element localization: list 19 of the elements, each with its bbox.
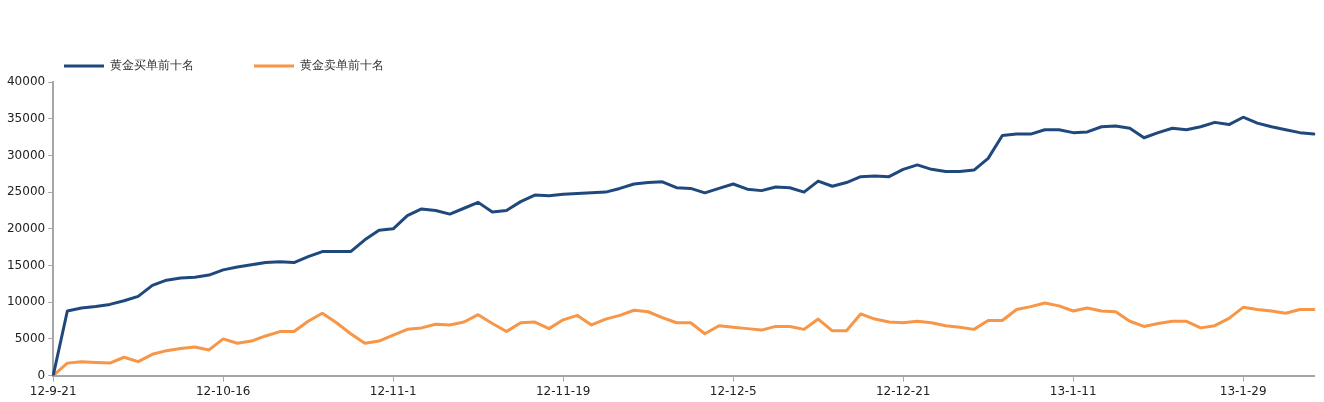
legend-label: 黄金卖单前十名: [300, 58, 384, 73]
y-tick-label: 0: [37, 367, 46, 382]
y-tick-label: 20000: [6, 220, 46, 235]
y-tick-label: 10000: [6, 294, 46, 309]
y-tick-label: 40000: [6, 74, 46, 89]
x-tick-label: 12-9-21: [29, 383, 77, 398]
x-tick-label: 12-10-16: [195, 383, 251, 398]
y-tick-label: 35000: [6, 110, 46, 125]
x-tick-label: 13-1-29: [1219, 383, 1267, 398]
y-tick-label: 5000: [14, 331, 46, 346]
x-tick-label: 12-12-5: [709, 383, 757, 398]
x-tick-label: 13-1-11: [1049, 383, 1097, 398]
y-tick-label: 15000: [6, 257, 46, 272]
y-tick-label: 30000: [6, 147, 46, 162]
x-tick-label: 12-12-21: [875, 383, 931, 398]
x-tick-label: 12-11-19: [535, 383, 591, 398]
y-tick-label: 25000: [6, 184, 46, 199]
x-tick-label: 12-11-1: [369, 383, 417, 398]
legend-label: 黄金买单前十名: [110, 58, 194, 73]
